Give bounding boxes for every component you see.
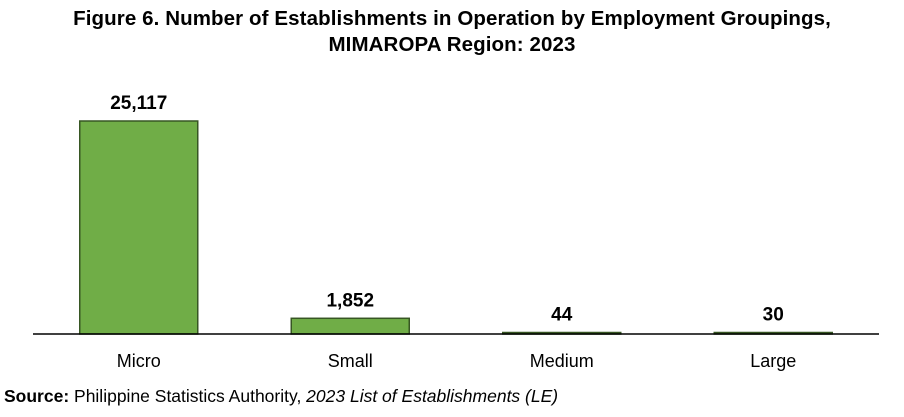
source-note: Source: Philippine Statistics Authority,… [4,386,558,407]
data-label-small: 1,852 [326,290,374,311]
data-label-micro: 25,117 [110,93,167,114]
x-tick-label-large: Large [750,351,796,371]
chart-title: Figure 6. Number of Establishments in Op… [0,6,904,58]
x-tick-label-medium: Medium [530,351,594,371]
chart-title-line-2: MIMAROPA Region: 2023 [328,33,576,56]
bar-micro [79,120,199,335]
source-text: Philippine Statistics Authority, [69,386,307,406]
labels-layer: 25,117 Micro 1,852 Small 44 Medium 30 Large [110,93,796,371]
source-publication: 2023 List of Establishments (LE) [306,386,559,406]
x-tick-label-micro: Micro [117,351,161,371]
chart-title-line-1: Figure 6. Number of Establishments in Op… [73,7,831,30]
data-label-medium: 44 [551,305,573,326]
data-label-large: 30 [763,305,784,326]
bars-layer [79,120,833,335]
source-label: Source: [4,386,70,406]
bar-small [290,317,410,335]
x-tick-label-small: Small [328,351,373,371]
